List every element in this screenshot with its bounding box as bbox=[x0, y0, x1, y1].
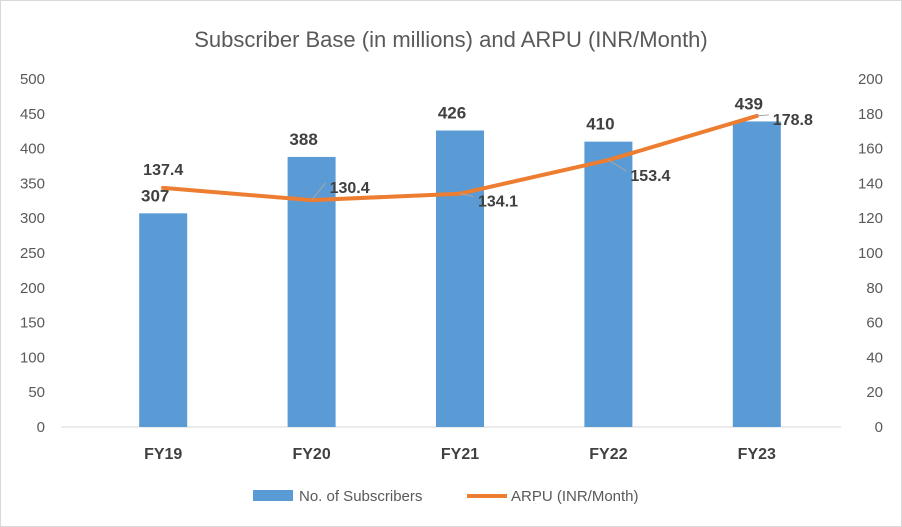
legend: No. of Subscribers ARPU (INR/Month) bbox=[253, 488, 639, 505]
bar-fy23 bbox=[732, 121, 781, 428]
legend-label: No. of Subscribers bbox=[299, 488, 422, 505]
line-data-label: 153.4 bbox=[630, 168, 670, 185]
line-label-leader bbox=[608, 159, 627, 172]
arpu-point-fy19 bbox=[161, 185, 166, 190]
right-tick-label: 100 bbox=[858, 245, 883, 262]
left-axis: 0 50 100 150 200 250 300 350 400 450 500 bbox=[20, 71, 45, 436]
line-label-leader bbox=[756, 114, 769, 117]
right-tick-label: 80 bbox=[866, 280, 883, 297]
bar-fy19 bbox=[139, 213, 188, 427]
line-label-leader bbox=[311, 182, 326, 201]
right-axis: 0 20 40 60 80 100 120 140 160 180 200 bbox=[858, 71, 883, 436]
bars-group bbox=[139, 121, 781, 428]
right-tick-label: 120 bbox=[858, 210, 883, 227]
right-tick-label: 140 bbox=[858, 175, 883, 192]
line-label-leader bbox=[459, 193, 475, 198]
bar-data-label: 439 bbox=[735, 94, 763, 113]
left-tick-label: 300 bbox=[20, 210, 45, 227]
line-data-label: 130.4 bbox=[330, 180, 370, 197]
bar-data-label: 410 bbox=[586, 115, 614, 134]
category-labels-group: FY19 FY20 FY21 FY22 FY23 bbox=[144, 446, 776, 463]
left-tick-label: 350 bbox=[20, 175, 45, 192]
left-tick-label: 100 bbox=[20, 349, 45, 366]
left-tick-label: 250 bbox=[20, 245, 45, 262]
category-label: FY20 bbox=[292, 446, 330, 463]
category-label: FY22 bbox=[589, 446, 627, 463]
left-tick-label: 150 bbox=[20, 315, 45, 332]
bar-fy22 bbox=[584, 141, 633, 427]
legend-swatch-bar bbox=[253, 490, 293, 501]
left-tick-label: 50 bbox=[28, 384, 45, 401]
left-tick-label: 0 bbox=[37, 419, 45, 436]
bar-data-label: 388 bbox=[289, 130, 317, 149]
left-tick-label: 450 bbox=[20, 106, 45, 123]
right-tick-label: 60 bbox=[866, 315, 883, 332]
right-tick-label: 200 bbox=[858, 71, 883, 88]
left-tick-label: 400 bbox=[20, 141, 45, 158]
line-data-label: 137.4 bbox=[143, 162, 183, 179]
right-tick-label: 180 bbox=[858, 106, 883, 123]
line-data-label: 134.1 bbox=[478, 194, 518, 211]
right-tick-label: 160 bbox=[858, 141, 883, 158]
line-data-label: 178.8 bbox=[773, 112, 813, 129]
category-label: FY19 bbox=[144, 446, 182, 463]
right-tick-label: 0 bbox=[875, 419, 883, 436]
category-label: FY21 bbox=[441, 446, 479, 463]
left-tick-label: 200 bbox=[20, 280, 45, 297]
bar-data-label: 307 bbox=[141, 186, 169, 205]
bar-labels-group: 307 388 426 410 439 bbox=[141, 94, 763, 205]
right-tick-label: 40 bbox=[866, 349, 883, 366]
line-labels-group: 137.4 130.4 134.1 153.4 178.8 bbox=[143, 112, 813, 211]
legend-label: ARPU (INR/Month) bbox=[511, 488, 639, 505]
left-tick-label: 500 bbox=[20, 71, 45, 88]
bar-data-label: 426 bbox=[438, 104, 466, 123]
right-tick-label: 20 bbox=[866, 384, 883, 401]
bar-fy21 bbox=[436, 130, 484, 427]
chart-title: Subscriber Base (in millions) and ARPU (… bbox=[194, 27, 708, 52]
category-label: FY23 bbox=[738, 446, 776, 463]
